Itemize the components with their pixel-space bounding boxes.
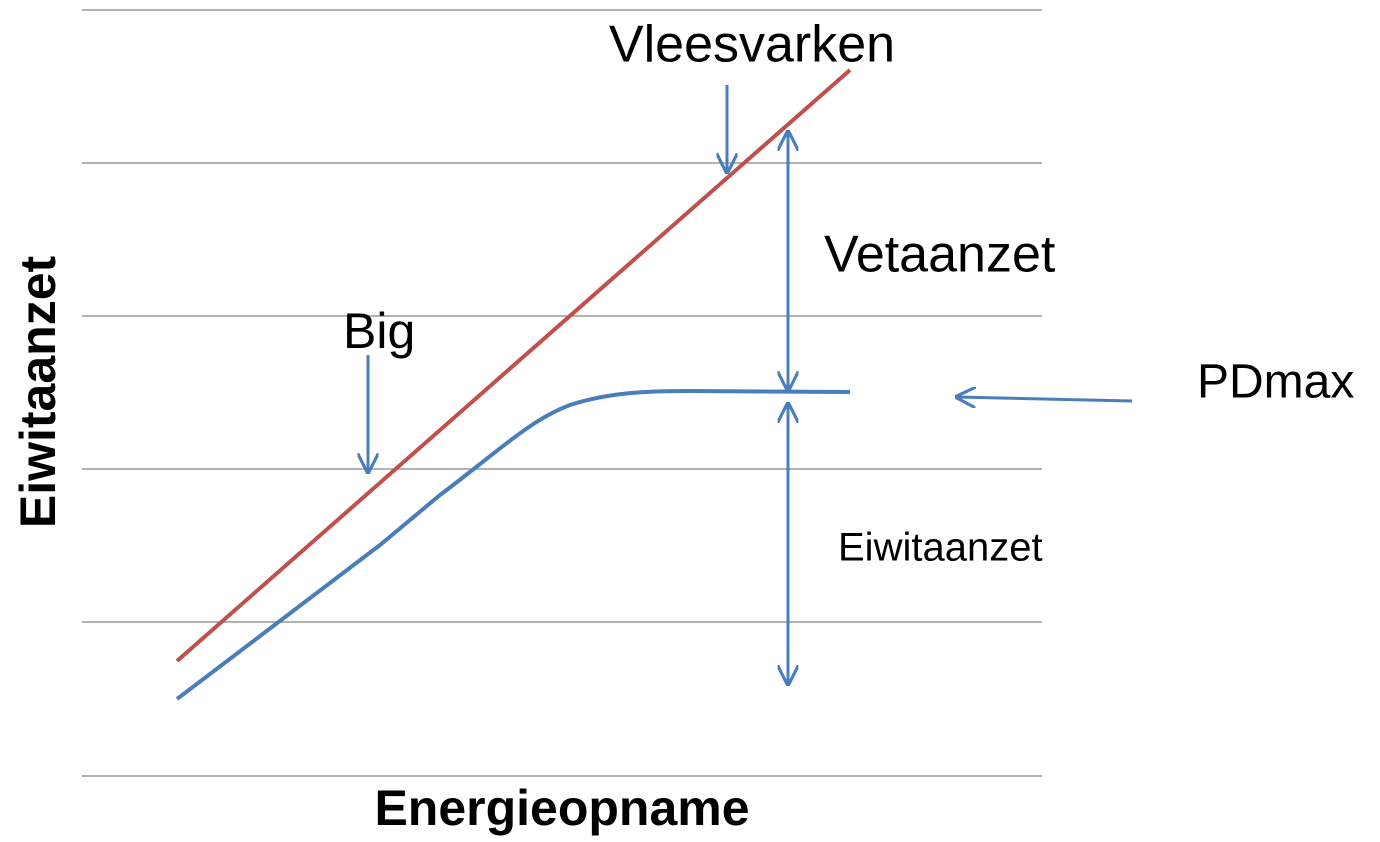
vleesvarken-line bbox=[175, 68, 852, 663]
annotation: Eiwitaanzet bbox=[838, 526, 1043, 570]
big-curve bbox=[175, 388, 851, 701]
grid bbox=[82, 9, 1042, 777]
pdmax-arrow bbox=[957, 397, 1133, 401]
annotation: PDmax bbox=[1197, 356, 1354, 409]
annotation: Vetaanzet bbox=[824, 226, 1056, 284]
y-axis-label: Eiwitaanzet bbox=[10, 256, 66, 529]
annotation: Big bbox=[343, 303, 415, 359]
annotation: Vleesvarken bbox=[609, 16, 895, 74]
x-axis-label: Energieopname bbox=[374, 780, 749, 836]
